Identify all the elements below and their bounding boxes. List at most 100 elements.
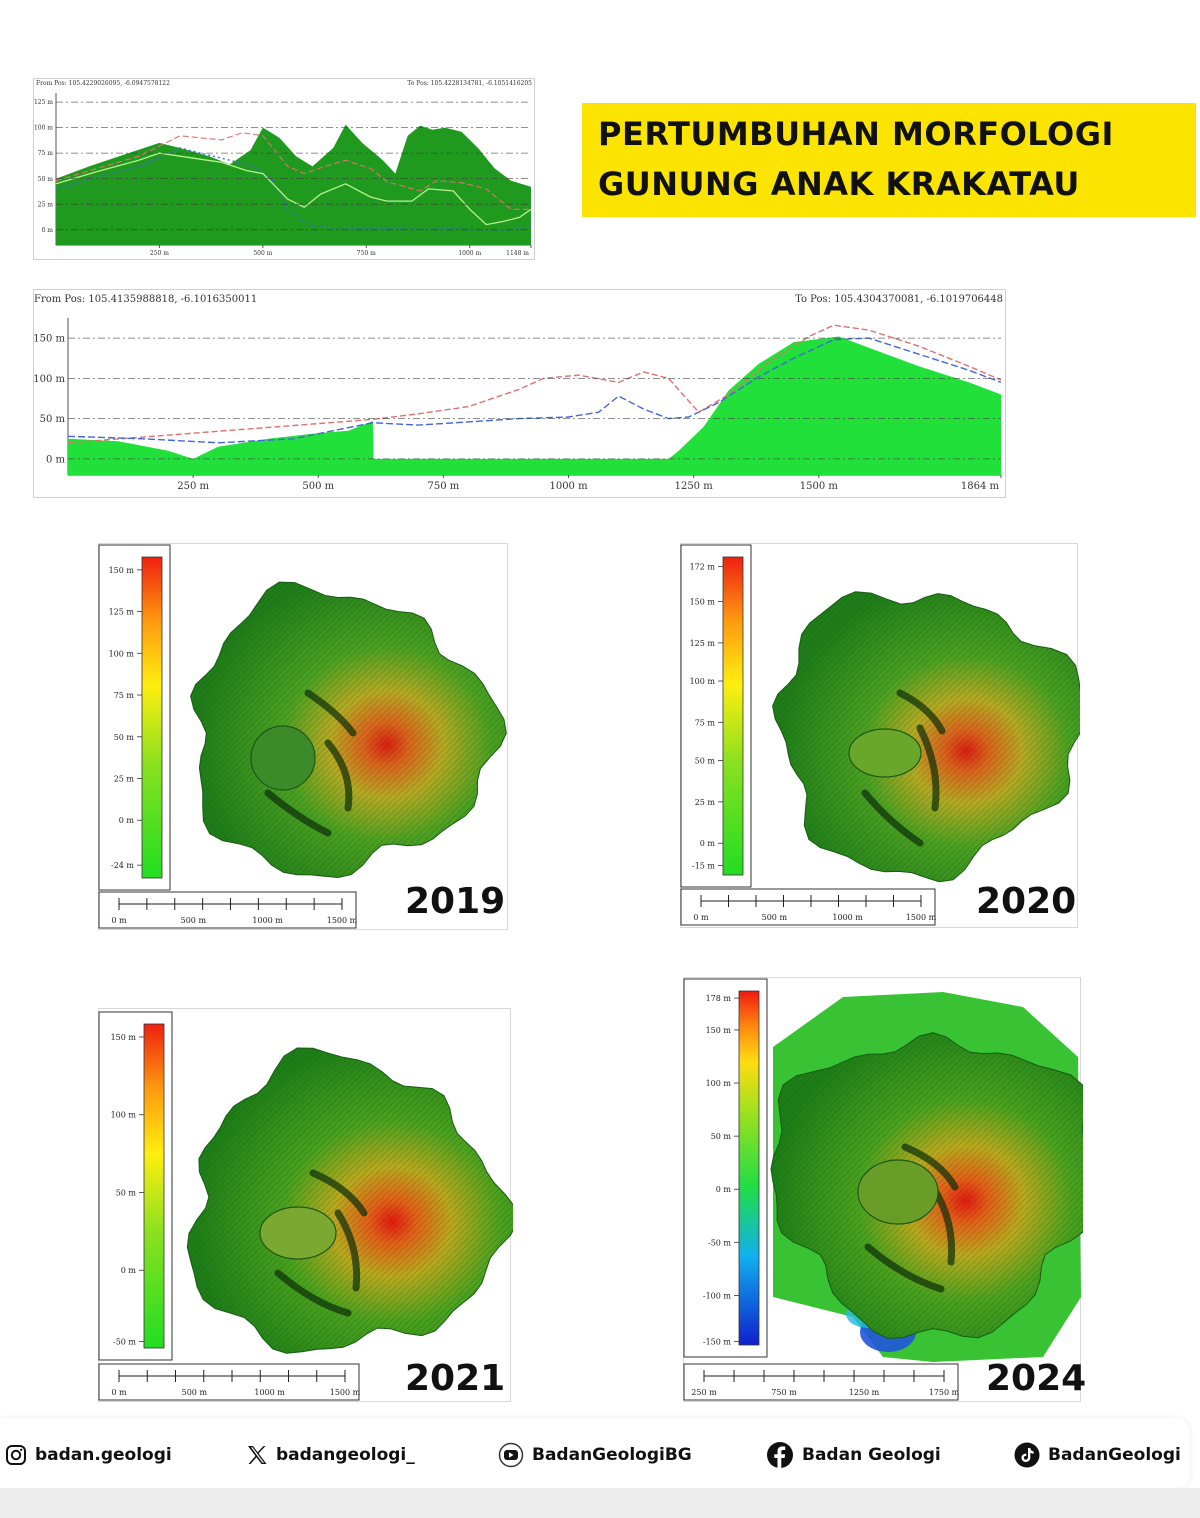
instagram-link[interactable]: badan.geologi [5,1443,172,1467]
chart1-y-tick-label: 125 m [34,99,53,106]
map-2019-distance-label: 1500 m [327,916,358,925]
chart1-y-tick-label: 100 m [34,125,53,132]
map-2021-distance-label: 1500 m [330,1388,361,1397]
chart1-x-tick-label: 1000 m [458,250,481,257]
elevation-map-2024: 178 m 150 m 100 m 50 m 0 m -50 m -100 m -150 m 2… [683,977,1083,1402]
map-2019-scale-label: 125 m [109,608,135,617]
chart1-x-tick-label: 500 m [253,250,272,257]
map-2021-distance-label: 500 m [182,1388,208,1397]
map-2021-distance-box [98,1363,360,1401]
map-2024-scale-label: 100 m [706,1079,732,1088]
chart1-series-dotted-blue [55,147,532,231]
chart1-series-solid-light [55,152,532,226]
x-icon [248,1446,267,1464]
instagram-icon [6,1445,26,1465]
map-2020-color-bar [722,556,744,876]
chart1-y-tick-label: 25 m [38,201,54,208]
map-2021-scale-label: -50 m [113,1338,136,1347]
tiktok-link[interactable]: BadanGeologi [1014,1442,1181,1468]
map-2021-crater [259,1206,337,1260]
chart1-y-tick-label: 75 m [38,150,54,157]
map-2021-scale-label: 50 m [116,1188,137,1197]
map-2020-channel [861,789,924,847]
chart2-y-tick-label: 50 m [40,414,66,425]
elevation-map-2020: 172 m 150 m 125 m 100 m 75 m 50 m 25 m 0 m -15 m… [680,543,1080,928]
year-label-2019: 2019 [405,881,506,922]
map-2024-color-bar [738,990,760,1346]
map-2021-color-bar [143,1023,165,1349]
map-2020-distance-label: 0 m [693,913,709,922]
map-2019-scale-label: 75 m [114,691,135,700]
profile-chart-2: From Pos: 105.4135988818, -6.1016350011 T… [33,289,1006,498]
map-2021-distance-label: 0 m [111,1388,127,1397]
chart1-y-tick-label: 50 m [38,176,54,183]
map-2020-distance-label: 1000 m [832,913,863,922]
map-2020-crater [848,728,922,778]
chart2-y-tick-label: 100 m [34,374,66,385]
map-2024-distance-label: 1750 m [929,1388,960,1397]
map-2019-scale-label: 50 m [114,733,135,742]
chart2-x-tick-label: 1500 m [800,481,839,492]
map-2024-distance-label: 750 m [771,1388,797,1397]
profile-chart-2-svg: From Pos: 105.4135988818, -6.1016350011 T… [33,294,1003,492]
map-2024-channel [901,1143,959,1191]
map-2019-crater [250,725,316,791]
profile-chart-1-svg: From Pos: 105.4229026095, -6.0947578122 T… [34,80,532,257]
map-2019-scale-label: -24 m [111,861,134,870]
map-2019-distance-box [98,891,357,929]
profile-chart-1: From Pos: 105.4229026095, -6.0947578122 T… [33,78,535,260]
map-2021-scale-label: 0 m [121,1266,137,1275]
map-2024-distance-label: 1250 m [849,1388,880,1397]
map-2019-scale-label: 25 m [114,774,135,783]
map-2020-channel [916,724,940,812]
chart2-x-tick-label: 1000 m [549,481,588,492]
map-2020-channel [896,689,946,735]
map-2024-distance-box [683,1363,959,1401]
map-2020-scale-label: 75 m [695,718,716,727]
chart1-y-tick-label: 0 m [42,227,54,234]
chart2-x-tick-label: 500 m [302,481,334,492]
x-label: badangeologi_ [276,1445,415,1465]
chart2-x-tick-label: 1864 m [961,481,1000,492]
map-2019-channel [264,789,332,837]
chart2-y-tick-label: 150 m [34,334,66,345]
map-2019-scale-label: 0 m [119,816,135,825]
x-link[interactable]: badangeologi_ [246,1443,415,1467]
map-2024-scale-label: -150 m [703,1337,732,1346]
facebook-icon [767,1442,793,1468]
elevation-map-2021: 150 m 100 m 50 m 0 m -50 m 0 m 500 m 1000 m 1500… [98,1008,513,1402]
map-2020-distance-label: 1500 m [906,913,937,922]
map-2020-scale-label: 100 m [690,677,716,686]
tiktok-icon [1014,1442,1040,1468]
year-label-2020: 2020 [976,881,1077,922]
facebook-link[interactable]: Badan Geologi [766,1442,941,1468]
map-2020-scale-label: 50 m [695,757,716,766]
title-line-1: PERTUMBUHAN MORFOLOGI [598,115,1114,153]
chart1-from-pos: From Pos: 105.4229026095, -6.0947578122 [36,80,170,87]
map-2020-scale-label: 125 m [690,639,716,648]
chart1-series-dashed-red [55,132,531,210]
map-2019-channel [304,689,357,737]
facebook-label: Badan Geologi [802,1445,941,1465]
chart1-terrain-area [56,124,531,245]
bottom-strip [0,1488,1200,1518]
map-2024-scale-label: 178 m [706,994,732,1003]
map-2021-channel [274,1269,352,1317]
map-2024-scale-label: 50 m [711,1132,732,1141]
map-2019-channel [324,739,353,812]
chart2-to-pos: To Pos: 105.4304370081, -6.1019706448 [795,294,1003,305]
youtube-link[interactable]: BadanGeologiBG [498,1442,692,1468]
map-2024-crater [857,1159,939,1225]
map-2019-distance-label: 500 m [181,916,207,925]
map-2021-channel [334,1209,361,1292]
chart1-to-pos: To Pos: 105.4228134781, -6.1051416205 [407,80,532,87]
chart2-terrain-area [68,336,1001,475]
social-footer [0,1418,1190,1488]
chart2-series-dashed-blue [67,337,1002,444]
chart2-from-pos: From Pos: 105.4135988818, -6.1016350011 [34,294,257,305]
map-2019-scale-label: 150 m [109,566,135,575]
chart1-x-tick-label: 750 m [357,250,376,257]
chart2-y-tick-label: 0 m [46,454,66,465]
map-2024-scale-label: 0 m [716,1185,732,1194]
map-2024-distance-label: 250 m [691,1388,717,1397]
